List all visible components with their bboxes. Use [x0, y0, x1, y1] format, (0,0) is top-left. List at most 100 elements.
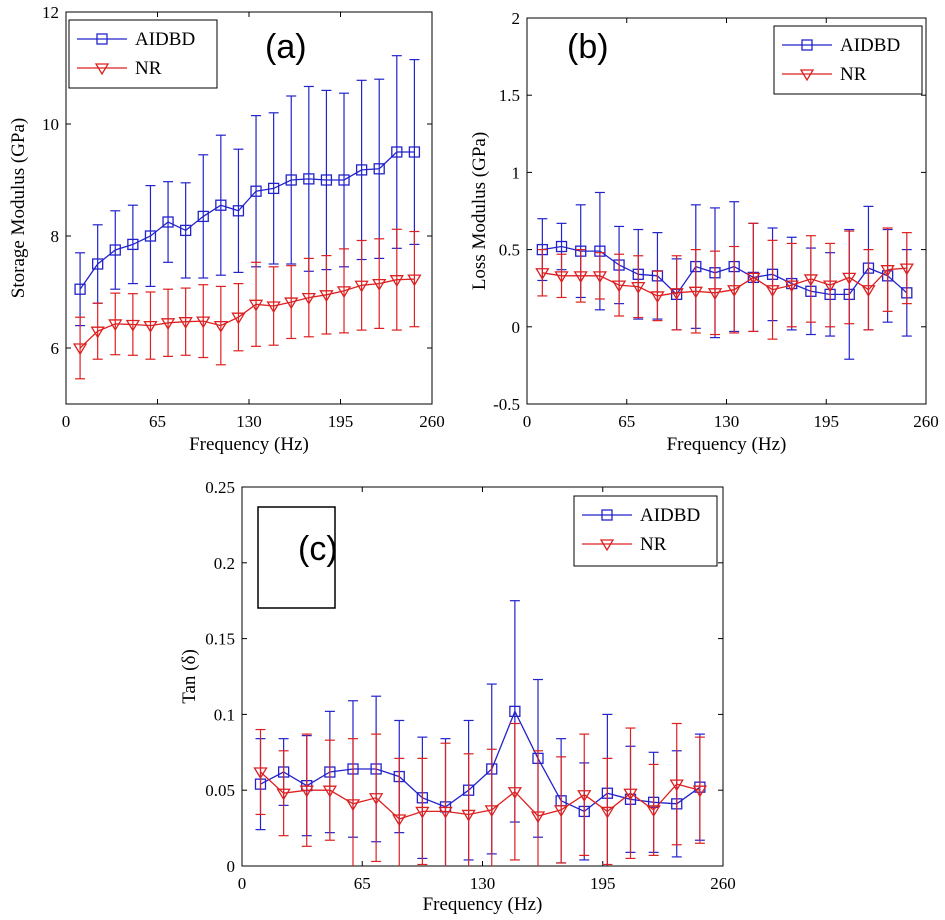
legend: AIDBD NR: [773, 25, 923, 95]
legend-box: [773, 25, 923, 95]
panel-label: (c): [298, 530, 338, 568]
data-point-nr: [880, 265, 895, 277]
x-tick-label: 195: [814, 412, 840, 431]
data-point-aidbd: [355, 164, 368, 176]
series-nr: [72, 228, 422, 380]
data-point-nr: [143, 320, 158, 333]
data-point-nr: [573, 271, 588, 284]
y-tick-label: -0.5: [493, 395, 520, 414]
legend-box: [68, 19, 218, 89]
y-tick-label: 1: [512, 163, 521, 182]
data-point-aidbd: [303, 173, 315, 185]
data-point-nr: [319, 290, 334, 303]
data-point-nr: [368, 793, 384, 806]
y-tick-label: 0.5: [499, 241, 520, 260]
data-point-nr: [90, 326, 105, 339]
panel-a: 0 65 130 195 260 6 8 10 12 Frequency (Hz) Storage …: [8, 3, 445, 455]
data-point-aidbd: [92, 258, 104, 270]
data-point-nr: [688, 286, 703, 299]
x-tick-label: 260: [710, 874, 736, 893]
data-point-nr: [530, 811, 546, 824]
x-tick-label: 0: [523, 412, 532, 431]
x-axis-label: Frequency (Hz): [667, 434, 787, 455]
data-point-nr: [822, 280, 838, 293]
data-point-nr: [248, 299, 264, 312]
data-point-nr: [354, 280, 369, 293]
x-axis-label: Frequency (Hz): [423, 894, 543, 915]
legend-marker-aidbd: [96, 33, 108, 45]
series-aidbd: [254, 600, 706, 866]
x-tick-label: 260: [419, 412, 445, 431]
legend-marker-nr: [799, 69, 815, 82]
data-point-aidbd: [232, 205, 245, 217]
y-tick-label: 1.5: [499, 86, 520, 105]
data-point-nr: [535, 268, 550, 281]
legend: AIDBD NR: [68, 19, 218, 89]
legend-label-nr: NR: [640, 534, 667, 555]
data-point-nr: [669, 288, 684, 301]
data-point-nr: [592, 271, 608, 284]
data-point-nr: [784, 280, 799, 293]
data-point-nr: [765, 285, 780, 298]
data-point-nr: [631, 282, 646, 294]
data-point-nr: [577, 790, 592, 803]
x-tick-label: 130: [714, 412, 740, 431]
data-point-nr: [899, 263, 914, 276]
data-point-nr: [276, 788, 291, 801]
data-point-nr: [461, 809, 476, 822]
legend-box: [573, 495, 718, 567]
data-point-nr: [484, 805, 499, 818]
panel-label-box: [257, 506, 336, 609]
y-tick-label: 0.05: [205, 781, 235, 800]
legend-marker-aidbd: [801, 39, 813, 51]
legend-marker-nr: [94, 63, 110, 76]
series-line-aidbd: [79, 151, 415, 290]
y-tick-label: 0: [512, 318, 521, 337]
data-point-aidbd: [391, 146, 403, 158]
data-point-aidbd: [338, 174, 350, 186]
x-tick-label: 195: [328, 412, 354, 431]
x-tick-label: 130: [236, 412, 262, 431]
data-point-nr: [707, 288, 723, 301]
data-point-nr: [392, 814, 407, 827]
x-tick-label: 65: [149, 412, 166, 431]
data-point-nr: [231, 312, 246, 325]
series-line-nr: [260, 771, 701, 820]
panel-label: (a): [265, 28, 307, 66]
data-point-aidbd: [180, 224, 192, 237]
data-point-aidbd: [144, 230, 157, 242]
series-nr: [535, 222, 914, 340]
data-point-nr: [600, 806, 615, 819]
data-point-nr: [253, 767, 268, 780]
data-point-nr: [692, 785, 708, 798]
x-tick-label: 65: [618, 412, 635, 431]
x-axis-label: Frequency (Hz): [189, 434, 309, 455]
y-tick-label: 6: [51, 339, 60, 358]
legend-label-nr: NR: [840, 64, 867, 85]
y-tick-label: 0.1: [214, 705, 235, 724]
series-line-aidbd: [542, 245, 908, 296]
series-nr: [253, 722, 708, 866]
data-point-aidbd: [373, 163, 385, 175]
data-point-nr: [160, 318, 176, 331]
x-tick-label: 0: [238, 874, 247, 893]
y-tick-label: 0.2: [214, 554, 235, 573]
legend-marker-nr: [599, 539, 615, 552]
data-point-nr: [284, 297, 299, 310]
data-point-nr: [301, 292, 316, 305]
data-point-nr: [266, 301, 281, 314]
data-point-nr: [345, 799, 361, 812]
legend: AIDBD NR: [573, 495, 718, 567]
panel-c: 0 65 130 195 260 0 0.05 0.1 0.15 0.2 0.25 Frequency…: [179, 478, 736, 915]
data-point-nr: [646, 805, 661, 818]
data-point-aidbd: [509, 705, 521, 718]
y-tick-label: 0.25: [205, 478, 235, 497]
data-point-nr: [336, 286, 352, 299]
data-point-nr: [861, 285, 876, 298]
legend-marker-aidbd: [601, 509, 613, 521]
data-point-aidbd: [250, 185, 262, 197]
data-point-nr: [72, 343, 88, 356]
y-tick-label: 2: [512, 9, 521, 28]
y-axis-label: Loss Modulus (GPa): [469, 132, 490, 290]
